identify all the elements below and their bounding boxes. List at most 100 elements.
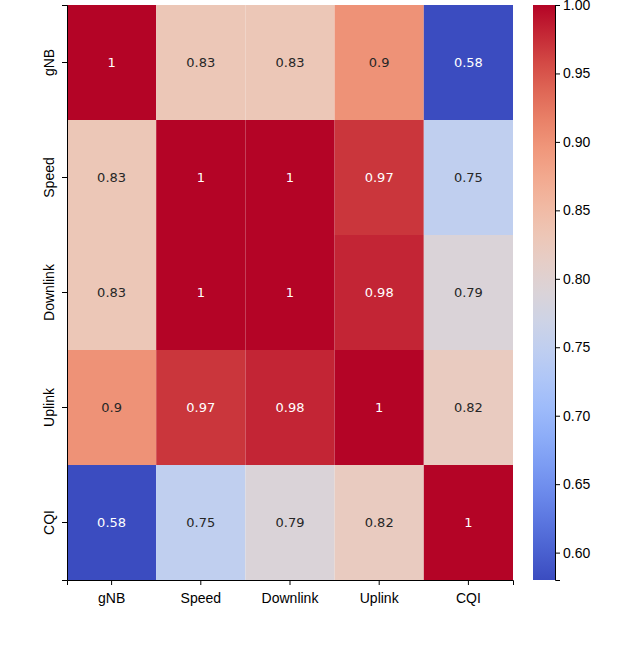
colorbar-tick: 0.60 <box>555 545 590 561</box>
x-tick: Downlink <box>262 580 320 606</box>
cell-label: 0.79 <box>454 285 483 300</box>
cell-label: 0.79 <box>276 515 305 530</box>
x-tick: Uplink <box>360 580 400 606</box>
x-axis: gNB Speed Downlink Uplink CQI <box>68 580 514 606</box>
y-tick: Uplink <box>41 387 67 427</box>
y-tick-mark <box>62 292 67 293</box>
colorbar-tick-mark <box>555 210 560 211</box>
colorbar-tick: 0.75 <box>555 339 590 355</box>
x-tick: gNB <box>98 580 125 606</box>
colorbar-tick-mark <box>555 142 560 143</box>
cell <box>424 120 513 235</box>
x-tick-mark <box>290 580 291 585</box>
cell <box>335 350 424 465</box>
cell <box>156 235 245 350</box>
cell-label: 1 <box>375 400 383 415</box>
cell <box>67 5 156 120</box>
y-tick-label: gNB <box>41 49 57 76</box>
cell <box>335 465 424 580</box>
colorbar-tick-mark <box>555 484 560 485</box>
cell <box>245 120 334 235</box>
cell-label: 0.82 <box>365 515 394 530</box>
x-axis-line <box>68 581 514 586</box>
cell <box>335 5 424 120</box>
cell-label: 0.83 <box>97 170 126 185</box>
cell <box>156 5 245 120</box>
colorbar-tick: 0.65 <box>555 476 590 492</box>
colorbar-tick-mark <box>555 5 560 6</box>
cell-label: 0.9 <box>369 55 390 70</box>
x-tick-mark <box>200 580 201 585</box>
colorbar-tick: 0.85 <box>555 202 590 218</box>
y-tick: Speed <box>41 157 67 197</box>
y-tick-label: Downlink <box>41 263 57 321</box>
cell <box>156 120 245 235</box>
colorbar-tick: 1.00 <box>555 0 590 13</box>
cell <box>67 120 156 235</box>
cell-label: 1 <box>464 515 472 530</box>
colorbar-tick: 0.95 <box>555 65 590 81</box>
cell-label: 0.75 <box>454 170 483 185</box>
y-tick-mark <box>62 62 67 63</box>
cell-label: 0.58 <box>454 55 483 70</box>
cell <box>424 350 513 465</box>
x-tick-label: CQI <box>456 590 481 606</box>
x-tick-label: Uplink <box>360 590 400 606</box>
cell-label: 0.82 <box>454 400 483 415</box>
colorbar-tick-mark <box>555 416 560 417</box>
colorbar-tick-label: 0.70 <box>563 408 590 424</box>
cell <box>424 235 513 350</box>
cell <box>245 235 334 350</box>
cell <box>67 235 156 350</box>
x-tick-label: Downlink <box>262 590 320 606</box>
cell <box>335 235 424 350</box>
colorbar-tick-mark <box>555 553 560 554</box>
cell-label: 0.97 <box>186 400 215 415</box>
cell-label: 0.98 <box>365 285 394 300</box>
y-tick: CQI <box>41 510 67 535</box>
cell-label: 0.97 <box>365 170 394 185</box>
cell <box>424 5 513 120</box>
y-axis: gNB Speed Downlink Uplink CQI <box>41 6 68 581</box>
colorbar-tick: 0.80 <box>555 271 590 287</box>
cell <box>67 465 156 580</box>
x-tick: CQI <box>456 580 481 606</box>
cell-label: 0.83 <box>276 55 305 70</box>
colorbar-tick-mark <box>555 73 560 74</box>
cell-label: 0.58 <box>97 515 126 530</box>
x-tick-label: gNB <box>98 590 125 606</box>
cell-label: 1 <box>286 285 294 300</box>
colorbar <box>533 5 555 580</box>
cell-label: 0.83 <box>186 55 215 70</box>
y-tick-mark <box>62 407 67 408</box>
y-tick-mark <box>62 177 67 178</box>
cell-labels: 1 0.83 0.83 0.9 0.58 0.83 1 1 0.97 0.75 0.83 1 1 0.98… <box>97 55 483 530</box>
cell-label: 1 <box>197 285 205 300</box>
colorbar-tick-label: 0.60 <box>563 545 590 561</box>
colorbar-tick-label: 0.90 <box>563 134 590 150</box>
x-tick-mark <box>111 580 112 585</box>
y-tick: Downlink <box>41 263 67 321</box>
cell-label: 1 <box>286 170 294 185</box>
colorbar-tick-label: 0.95 <box>563 65 590 81</box>
cell-label: 0.83 <box>97 285 126 300</box>
colorbar-tick: 0.70 <box>555 408 590 424</box>
cell-label: 0.98 <box>276 400 305 415</box>
cell-label: 1 <box>197 170 205 185</box>
cell <box>424 465 513 580</box>
y-tick-label: CQI <box>41 510 57 535</box>
cells <box>67 5 513 580</box>
cell <box>156 465 245 580</box>
cell-label: 0.75 <box>186 515 215 530</box>
y-tick-label: Speed <box>41 157 57 197</box>
x-tick-mark <box>468 580 469 585</box>
x-tick-label: Speed <box>181 590 221 606</box>
colorbar-tick-mark <box>555 347 560 348</box>
cell <box>245 5 334 120</box>
cell-label: 1 <box>107 55 115 70</box>
colorbar-tick-mark <box>555 279 560 280</box>
cell <box>335 120 424 235</box>
y-axis-line <box>62 6 68 581</box>
colorbar-tick-label: 0.85 <box>563 202 590 218</box>
cell <box>67 350 156 465</box>
